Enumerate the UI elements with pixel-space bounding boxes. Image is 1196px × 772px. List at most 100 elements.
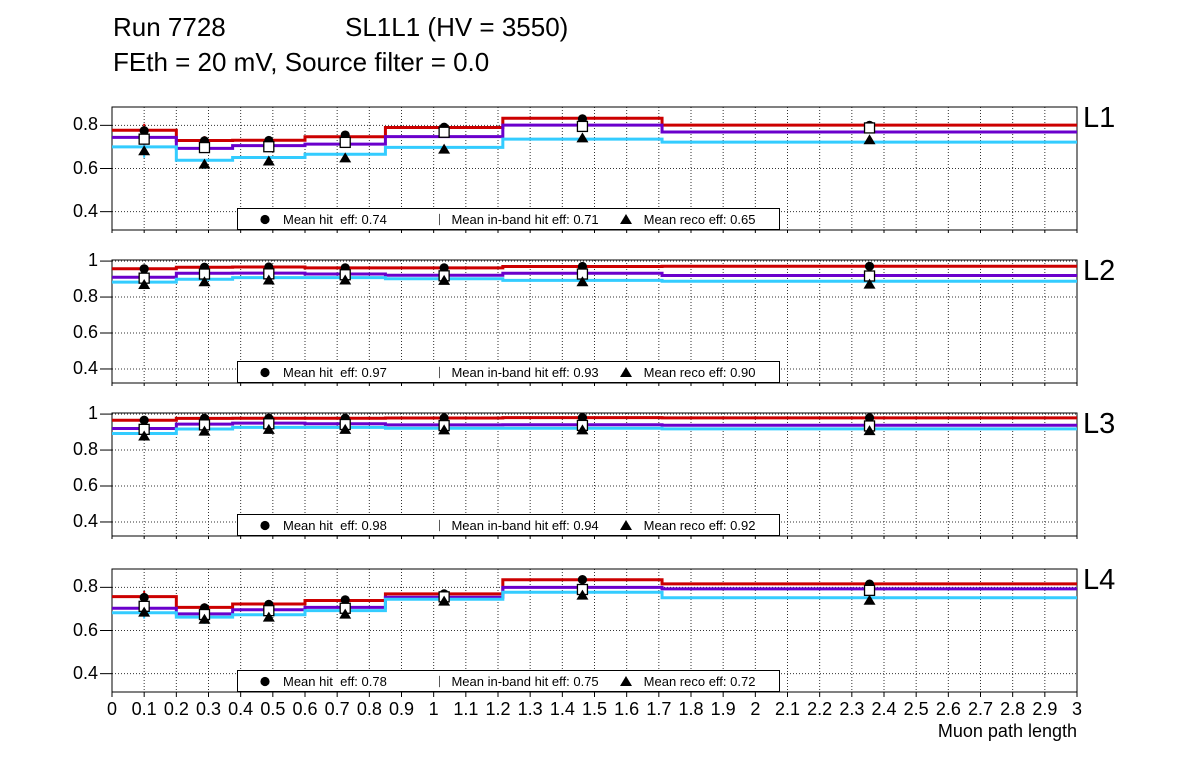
y-tick-label: 0.6 — [72, 322, 98, 342]
filled-triangle-icon — [863, 278, 876, 289]
filled-circle-icon — [139, 126, 149, 136]
legend-label: Mean in-band hit eff: 0.93 — [451, 365, 599, 379]
filled-circle-icon — [260, 520, 270, 530]
legend-label: Mean in-band hit eff: 0.71 — [451, 212, 599, 226]
axis-ticks — [100, 413, 1078, 539]
open-square-icon — [863, 584, 876, 597]
series-lines — [112, 116, 1077, 162]
x-tick-label: 0.6 — [292, 699, 318, 719]
legend-label: Mean hit eff: 0.97 — [283, 365, 387, 379]
y-tick-label: 1 — [87, 403, 98, 424]
filled-triangle-icon — [262, 155, 275, 166]
x-tick-label: 0.7 — [324, 699, 350, 719]
filled-triangle-icon — [339, 274, 352, 285]
axis-ticks — [100, 260, 1078, 386]
y-tick-label: 0.4 — [72, 200, 98, 221]
y-tick-label: 0.6 — [72, 619, 98, 640]
data-markers — [138, 574, 876, 624]
y-tick-label: 0.8 — [72, 286, 98, 307]
open-square-icon — [263, 141, 275, 153]
legend-entry: Mean in-band hit eff: 0.71 — [418, 212, 599, 226]
legend-label: Mean hit eff: 0.74 — [283, 212, 387, 226]
data-markers — [138, 413, 876, 441]
x-tick-label: 0.2 — [163, 699, 189, 719]
x-tick-label: 1.7 — [646, 699, 672, 719]
x-tick-label: 1.3 — [517, 699, 543, 719]
filled-circle-icon — [260, 520, 270, 530]
legend-label: Mean hit eff: 0.78 — [283, 674, 387, 688]
y-tick-label: 0.8 — [72, 576, 98, 597]
filled-triangle-icon — [438, 143, 451, 154]
legend-entry: Mean hit eff: 0.97 — [238, 366, 418, 379]
filled-circle-icon — [139, 592, 149, 603]
x-tick-label: 1.5 — [581, 699, 608, 719]
legend-box: Mean hit eff: 0.78 Mean in-band hit eff: … — [237, 670, 780, 692]
axis-ticks — [100, 124, 1078, 233]
filled-circle-icon — [260, 214, 270, 224]
x-tick-label: 1.2 — [485, 699, 511, 719]
data-markers — [138, 114, 876, 169]
filled-triangle-icon — [619, 675, 632, 686]
filled-triangle-icon — [198, 158, 211, 169]
filled-triangle-icon — [262, 423, 275, 434]
filled-triangle-icon — [576, 424, 589, 435]
panel-label-L2: L2 — [1083, 255, 1116, 287]
x-tick-label: 2.8 — [1000, 699, 1026, 719]
run-title: Run 7728 — [113, 12, 226, 42]
x-tick-label: 3 — [1071, 699, 1082, 719]
open-square-icon — [439, 519, 441, 531]
legend-box: Mean hit eff: 0.98 Mean in-band hit eff: … — [237, 514, 780, 536]
filled-triangle-icon — [619, 366, 632, 377]
open-square-icon — [138, 133, 150, 145]
x-tick-label: 0.5 — [260, 699, 286, 719]
filled-triangle-icon — [619, 519, 632, 530]
filled-triangle-icon — [619, 519, 632, 530]
filled-circle-icon — [260, 676, 270, 686]
x-tick-label: 1.8 — [678, 699, 704, 719]
open-square-icon — [439, 675, 441, 687]
x-tick-label: 2.4 — [871, 699, 897, 719]
x-axis-title: Muon path length — [937, 721, 1077, 741]
x-tick-label: 0.4 — [228, 699, 254, 719]
filled-triangle-icon — [198, 425, 211, 436]
filled-triangle-icon — [339, 152, 352, 163]
filled-triangle-icon — [138, 145, 151, 156]
filled-triangle-icon — [138, 278, 151, 289]
x-tick-label: 2.9 — [1032, 699, 1058, 719]
legend-box: Mean hit eff: 0.74 Mean in-band hit eff: … — [237, 208, 780, 230]
x-tick-label: 0 — [106, 699, 117, 719]
open-square-icon — [198, 141, 211, 154]
x-tick-label: 2.5 — [903, 699, 929, 719]
panel-label-L1: L1 — [1083, 102, 1116, 134]
x-tick-label: 2.2 — [807, 699, 833, 719]
axis-ticks — [100, 586, 1078, 697]
x-tick-label: 1.1 — [453, 699, 479, 719]
filled-triangle-icon — [863, 425, 876, 436]
x-tick-label: 0.8 — [356, 699, 382, 719]
panel-label-L3: L3 — [1083, 408, 1116, 440]
filled-triangle-icon — [339, 608, 352, 619]
y-tick-label: 0.4 — [72, 357, 98, 378]
open-square-icon — [576, 120, 589, 133]
conditions-title: FEth = 20 mV, Source filter = 0.0 — [113, 47, 490, 77]
hit-eff-line — [112, 264, 1077, 271]
legend-entry: Mean in-band hit eff: 0.94 — [418, 518, 599, 532]
filled-triangle-icon — [619, 675, 632, 686]
filled-triangle-icon — [138, 606, 151, 617]
legend-label: Mean in-band hit eff: 0.75 — [451, 674, 599, 688]
filled-triangle-icon — [262, 611, 275, 622]
legend-label: Mean in-band hit eff: 0.94 — [451, 518, 599, 532]
x-tick-label: 0.3 — [195, 699, 222, 719]
x-tick-label: 2.6 — [935, 699, 961, 719]
y-tick-label: 0.6 — [72, 475, 98, 495]
open-square-icon — [439, 366, 441, 378]
legend-entry: Mean reco eff: 0.90 — [599, 366, 779, 379]
x-tick-label: 2 — [750, 699, 761, 719]
legend-label: Mean reco eff: 0.90 — [643, 365, 756, 379]
open-square-icon — [439, 213, 441, 225]
filled-circle-icon — [864, 261, 875, 271]
chamber-title: SL1L1 (HV = 3550) — [345, 12, 569, 42]
x-tick-label: 0.1 — [131, 699, 157, 719]
legend-box: Mean hit eff: 0.97 Mean in-band hit eff: … — [237, 361, 780, 383]
filled-triangle-icon — [863, 134, 876, 145]
